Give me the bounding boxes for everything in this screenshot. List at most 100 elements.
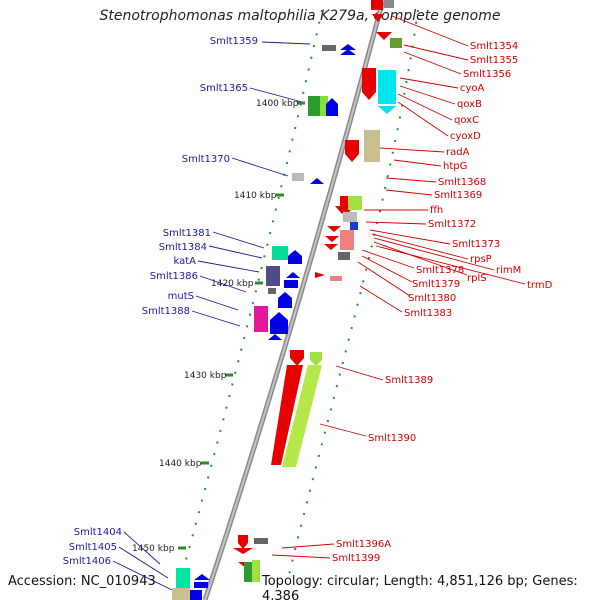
topology-text: Topology: circular; Length: 4,851,126 bp… (260, 574, 600, 600)
gene-block (371, 0, 383, 10)
gene-label: radA (446, 147, 470, 158)
reverse-genes (172, 44, 356, 600)
gene-label: Smlt1381 (163, 228, 211, 239)
gene-label: Smlt1383 (404, 308, 452, 319)
gene-arrow (340, 44, 356, 50)
gene-arrow (327, 226, 341, 232)
scale-labels: 1400 kbp 1410 kbp 1420 kbp 1430 kbp 1440… (132, 99, 299, 554)
gene-label: Smlt1405 (69, 542, 117, 553)
gene-label: Smlt1354 (470, 41, 518, 52)
scale-label: 1400 kbp (256, 99, 299, 109)
gene-arrow (345, 140, 359, 162)
gene-label: Smlt1369 (434, 190, 482, 201)
gene-label: rimM (496, 265, 521, 276)
leader-lines-right (271, 15, 526, 559)
gene-label: Smlt1396A (336, 539, 391, 550)
gene-label: cyoxD (450, 131, 481, 142)
gene-block (378, 70, 396, 104)
gene-block (190, 590, 202, 600)
gene-block (308, 96, 320, 116)
gene-arrow (238, 535, 248, 549)
gene-arrow (194, 574, 210, 580)
gene-label: Smlt1390 (368, 433, 416, 444)
gene-label: Smlt1380 (408, 293, 456, 304)
gene-label: Smlt1359 (210, 36, 258, 47)
gene-arrow (340, 49, 356, 55)
gene-block (244, 562, 254, 582)
gene-arrow (278, 292, 292, 308)
gene-block (254, 306, 268, 332)
gene-block (292, 173, 304, 181)
gene-label: Smlt1379 (412, 279, 460, 290)
gene-arrow (324, 244, 338, 250)
gene-label: Smlt1389 (385, 375, 433, 386)
gene-label: Smlt1399 (332, 553, 380, 564)
scale-label: 1410 kbp (234, 191, 277, 201)
gene-block (390, 38, 402, 48)
gene-block (176, 568, 190, 588)
gene-label: qoxB (457, 99, 482, 110)
gene-arrow (315, 272, 325, 278)
gene-arrow (310, 178, 324, 184)
gene-block (254, 538, 268, 544)
gene-label: cyoA (460, 83, 485, 94)
gene-labels-right: Smlt1354 Smlt1355 Smlt1356 cyoA qoxB qox… (332, 41, 553, 564)
gene-arrow (282, 365, 322, 467)
gene-arrow (325, 236, 339, 242)
gene-arrow (271, 365, 303, 465)
scale-label: 1440 kbp (159, 459, 202, 469)
gene-label: rplS (467, 273, 487, 284)
gene-label: rpsP (470, 254, 492, 265)
gene-label: Smlt1368 (438, 177, 486, 188)
gene-block (343, 212, 357, 222)
gene-label: mutS (168, 291, 194, 302)
gene-label: Smlt1384 (159, 242, 207, 253)
gene-block (350, 222, 358, 230)
leader-lines-left (112, 41, 311, 591)
gene-block (272, 246, 288, 260)
gene-label: Smlt1356 (463, 69, 511, 80)
gene-label: katA (173, 256, 196, 267)
gene-label: Smlt1406 (63, 556, 111, 567)
gene-label: trmD (527, 280, 553, 291)
accession-text: Accession: NC_010943 (8, 574, 156, 589)
gene-arrow (268, 334, 282, 340)
gene-label: Smlt1365 (200, 83, 248, 94)
gene-label: Smlt1355 (470, 55, 518, 66)
gene-label: Smlt1370 (182, 154, 230, 165)
gene-arrow (194, 582, 208, 588)
gene-block (340, 230, 354, 250)
gene-label: Smlt1404 (74, 527, 122, 538)
genome-title: Stenotrophomonas maltophilia K279a, comp… (99, 8, 501, 24)
scale-label: 1430 kbp (184, 371, 227, 381)
gene-arrow (290, 350, 304, 366)
gene-block (252, 560, 260, 582)
gene-arrow (270, 312, 288, 334)
gene-label: Smlt1373 (452, 239, 500, 250)
gene-label: ffh (430, 205, 443, 216)
gene-block (348, 196, 362, 210)
scale-label: 1420 kbp (211, 279, 254, 289)
scale-ticks (178, 101, 305, 550)
forward-genes (233, 0, 402, 582)
gene-arrow (233, 548, 253, 554)
gene-arrow (335, 206, 349, 214)
gene-label: Smlt1386 (150, 271, 198, 282)
gene-label: htpG (443, 161, 467, 172)
gene-arrow (376, 32, 392, 40)
gene-block (330, 276, 342, 281)
gene-arrow (362, 68, 376, 100)
gene-label: Smlt1388 (142, 306, 190, 317)
scale-label: 1450 kbp (132, 544, 175, 554)
gene-label: Smlt1378 (416, 265, 464, 276)
gene-block (338, 252, 350, 260)
gene-arrow (326, 98, 338, 116)
gene-block (266, 266, 280, 286)
gene-block (322, 45, 336, 51)
gene-arrow (284, 280, 298, 288)
gene-block (364, 130, 380, 162)
gene-arrow (372, 14, 384, 22)
gene-block (384, 0, 394, 8)
